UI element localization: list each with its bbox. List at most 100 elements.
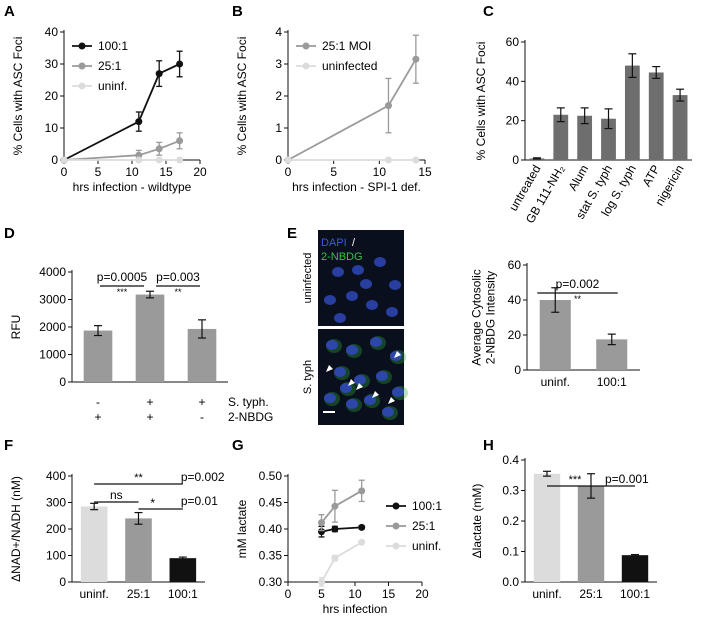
arrowhead (394, 351, 401, 358)
y-tick-label: 0.4 (502, 453, 519, 467)
y-tick-label: 0.0 (502, 575, 519, 589)
data-point (176, 156, 184, 164)
data-point (155, 156, 163, 164)
micrograph: DAPI / 2-NBDG uninfected S. typh (302, 230, 408, 425)
nucleus (346, 291, 358, 301)
y-tick-label: 0.50 (259, 469, 283, 483)
series-g-2: uninf. (318, 538, 441, 587)
bars-d (72, 290, 228, 383)
nucleus (346, 345, 358, 355)
panel-letter-h: H (483, 437, 494, 454)
y-tick-label: 400 (46, 469, 66, 483)
data-point (358, 487, 366, 495)
treatment-sign: - (96, 395, 100, 409)
treatment-sign: + (146, 410, 153, 424)
y-tick-label: 0.1 (502, 545, 519, 559)
legend-label: 100:1 (98, 39, 128, 53)
nucleus (392, 387, 404, 397)
category-label: 100:1 (597, 375, 627, 389)
bar (553, 114, 569, 160)
data-point (358, 538, 366, 546)
data-point (358, 523, 366, 531)
category-label: 100:1 (620, 587, 650, 601)
micrograph-legend-dapi: DAPI (321, 237, 347, 249)
p-value-label: p=0.01 (181, 494, 218, 508)
nucleus (334, 313, 346, 323)
significance-stars: *** (569, 474, 583, 486)
legend-label: uninf. (98, 79, 127, 93)
nucleus (354, 375, 366, 385)
y-tick-label: 0.35 (259, 549, 283, 563)
x-tick-label: 5 (330, 165, 337, 179)
p-value-label: p=0.002 (181, 470, 225, 484)
p-value-label: p=0.003 (156, 270, 200, 284)
y-tick-label: 0 (514, 363, 521, 377)
series-a-2: uninf. (60, 79, 184, 164)
legend-marker (78, 82, 86, 90)
category-label: 25:1 (579, 587, 603, 601)
bars-e: uninf. 100:1 (527, 287, 640, 389)
nucleus (334, 367, 346, 377)
y-tick-label: 4000 (39, 265, 66, 279)
data-point (155, 145, 163, 153)
series-b-0: 25:1 MOI (284, 34, 420, 164)
x-axis-title: hrs infection (323, 602, 388, 616)
nucleus (389, 280, 401, 290)
data-point (284, 156, 292, 164)
series-line (320, 490, 363, 524)
treatment-row-label: 2-NBDG (228, 410, 273, 424)
y-tick-label: 100 (46, 549, 66, 563)
legend-marker (392, 522, 400, 530)
y-tick-label: 1 (275, 121, 282, 135)
data-point (412, 156, 420, 164)
significance-stars: ** (134, 472, 143, 484)
data-point (176, 137, 184, 145)
nuclei-uninfected (324, 257, 401, 323)
nucleus (352, 265, 364, 275)
series-line (63, 63, 180, 161)
series-a-0: 100:1 (60, 39, 184, 164)
y-axis-title: ΔNAD+/NADH (nM) (9, 476, 23, 582)
y-axis-title: % Cells with ASC Foci (235, 37, 249, 156)
x-tick-label: 5 (95, 165, 102, 179)
x-tick-label: 0 (285, 587, 292, 601)
data-point (135, 118, 143, 126)
significance-stars: ** (174, 287, 182, 297)
y-axis-title: RFU (9, 315, 23, 340)
bar (672, 95, 688, 160)
nucleus (346, 399, 358, 409)
y-tick-label: 0 (51, 153, 58, 167)
data-point (318, 578, 325, 586)
arrowhead (372, 391, 379, 398)
y-tick-label: 0 (275, 153, 282, 167)
y-tick-label: 0.45 (259, 496, 283, 510)
data-point (412, 55, 420, 63)
legend-label: uninf. (412, 539, 441, 553)
legend-marker (78, 62, 86, 70)
series-b-1: uninfected (284, 59, 420, 164)
panel-letter-f: F (4, 437, 13, 454)
category-label: uninf. (79, 587, 108, 601)
y-axis-title: Δlactate (mM) (470, 484, 484, 559)
y-tick-label: 2000 (39, 320, 66, 334)
bar (621, 555, 649, 582)
y-tick-label: 1000 (39, 348, 66, 362)
nucleus (324, 295, 336, 305)
data-point (384, 102, 392, 110)
arrowhead (326, 365, 333, 372)
y-tick-label: 60 (506, 35, 520, 49)
nucleus (324, 393, 336, 403)
panel-letter-e: E (287, 225, 297, 242)
y-axis-f: 0 100 200 300 400 ΔNAD+/NADH (nM) (9, 469, 73, 589)
y-tick-label: 0 (59, 375, 66, 389)
legend-label: uninfected (322, 59, 377, 73)
bar (135, 294, 165, 382)
panel-letter-d: D (4, 225, 15, 242)
annotations-e: ** p=0.002 (537, 277, 618, 304)
x-tick-label: 0 (61, 165, 68, 179)
legend-label: 25:1 (98, 59, 122, 73)
y-axis-d: 0 1000 2000 3000 4000 RFU (9, 265, 73, 389)
x-tick-label: 20 (193, 165, 207, 179)
p-value-label: p=0.001 (605, 472, 649, 486)
